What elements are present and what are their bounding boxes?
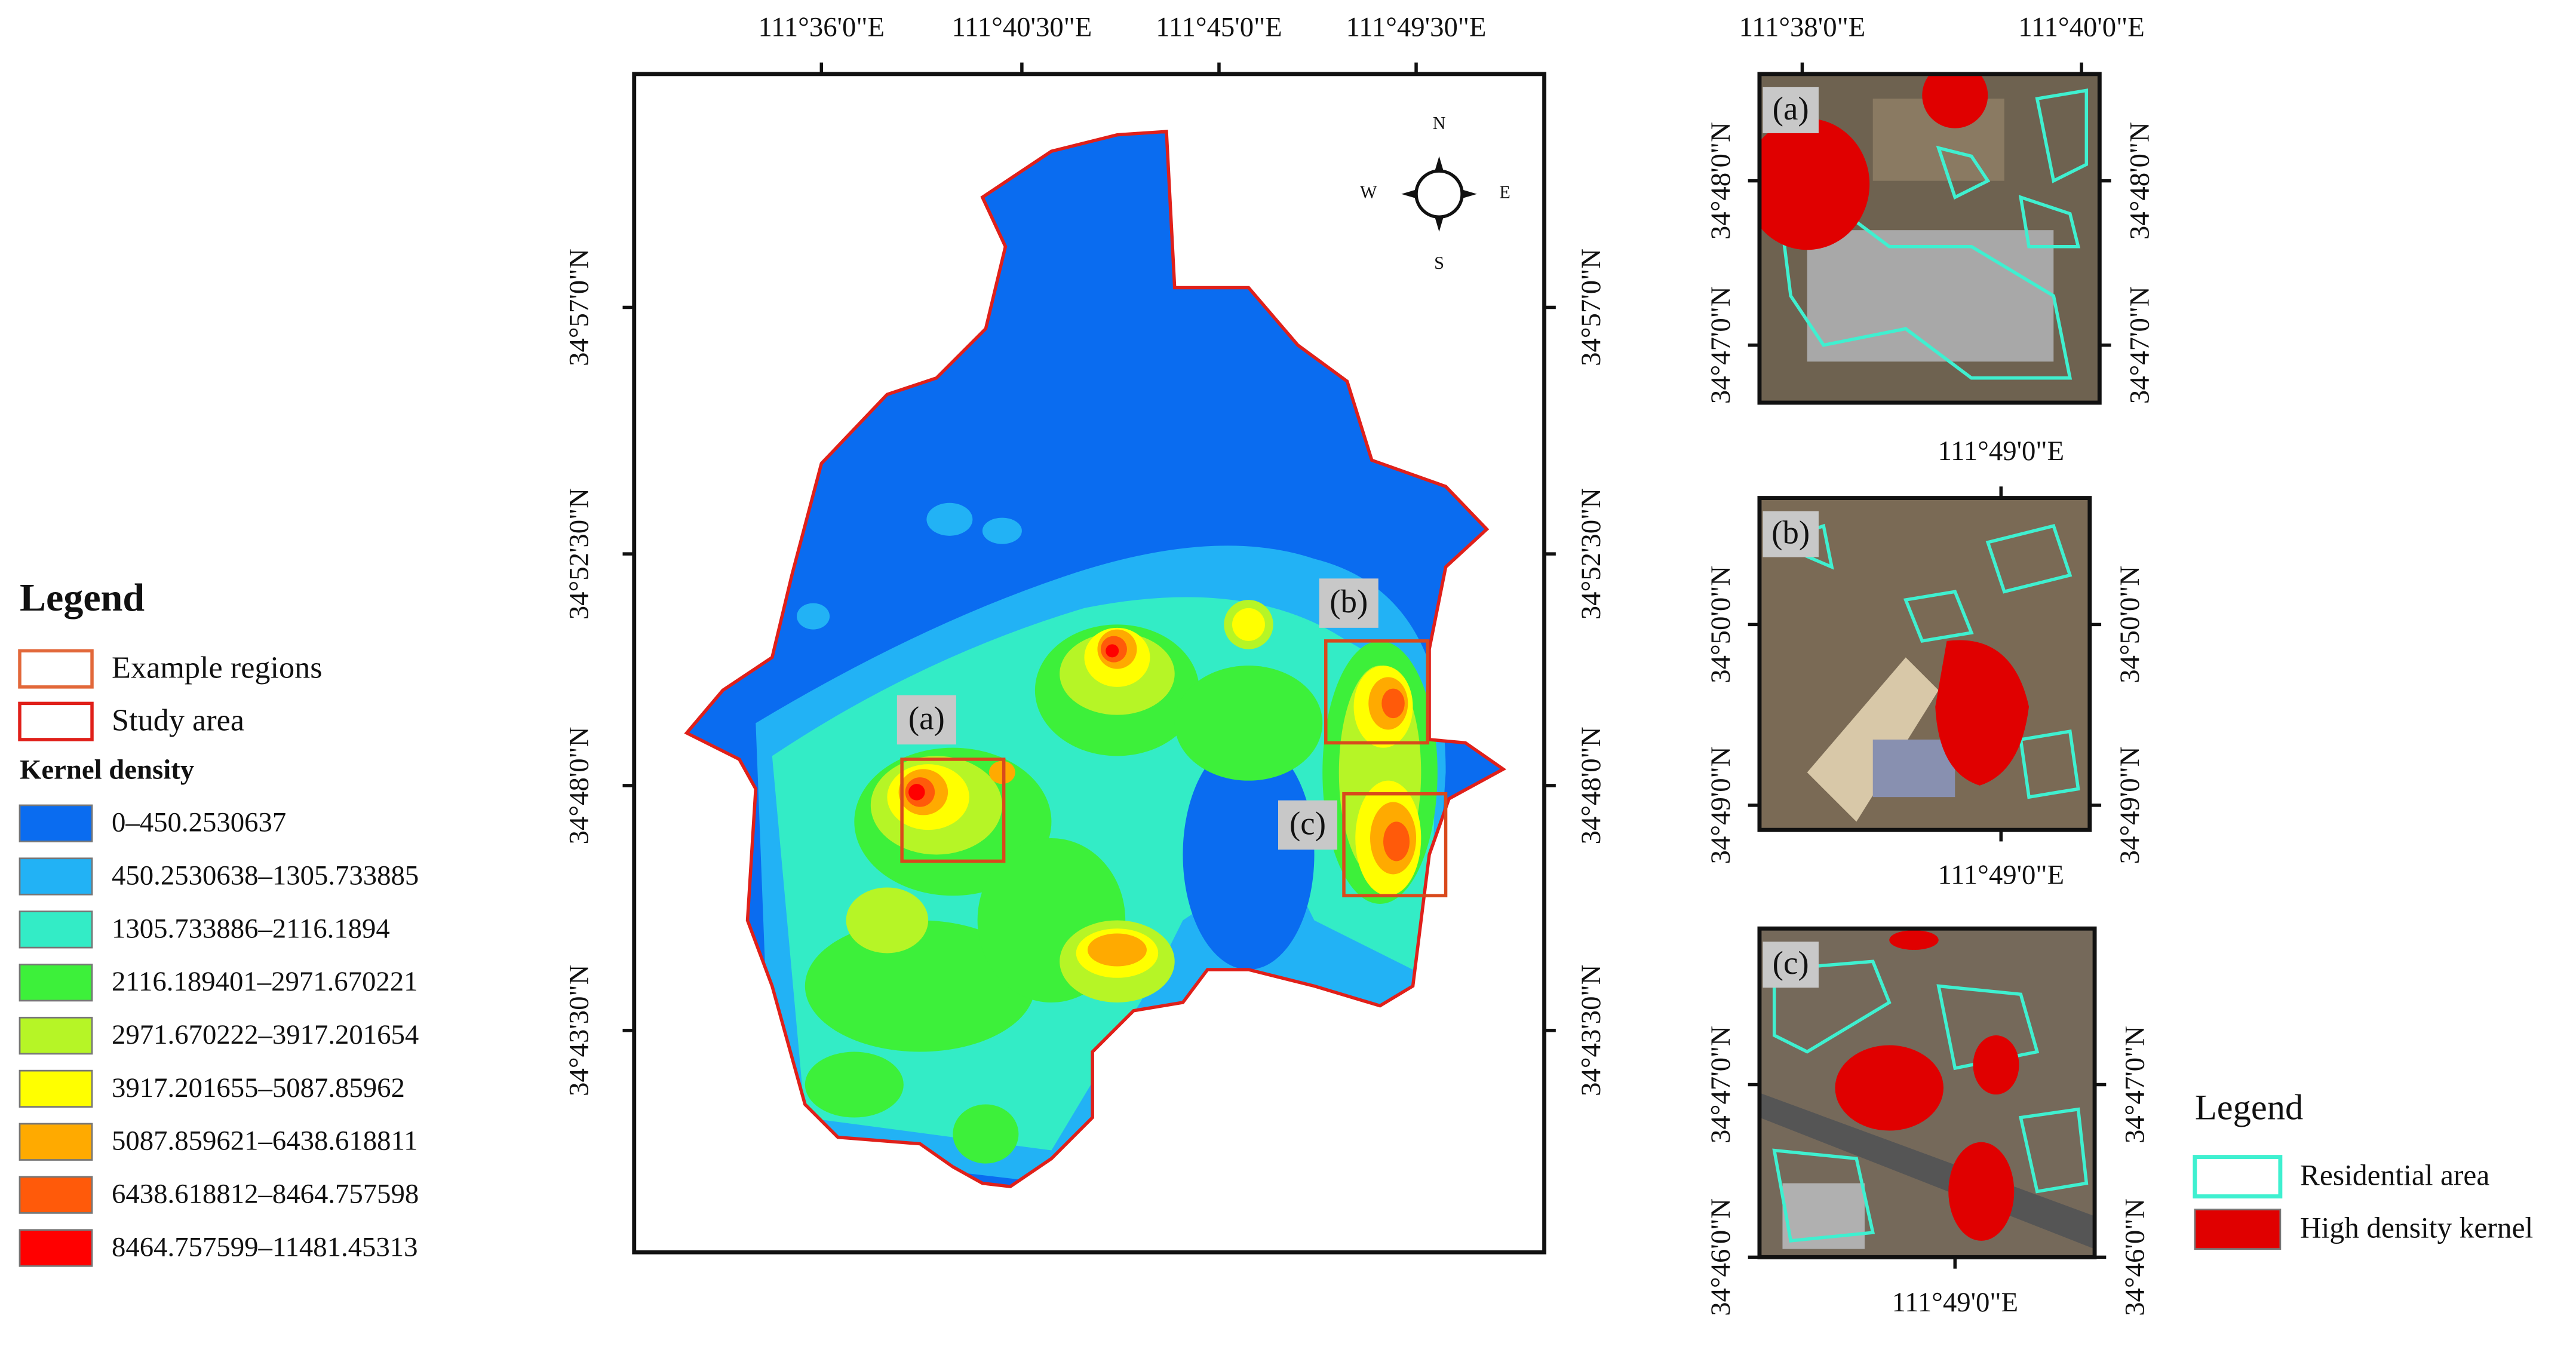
compass-label: N bbox=[1433, 113, 1446, 133]
legend-swatch bbox=[19, 1069, 93, 1108]
y-label: 34°57'0"N bbox=[1576, 249, 1607, 366]
y-label: 34°52'30"N bbox=[563, 488, 594, 620]
legend-swatch bbox=[19, 857, 93, 896]
legend-swatch bbox=[19, 1123, 93, 1161]
legend-swatch bbox=[2194, 1209, 2282, 1250]
legend-swatch bbox=[19, 910, 93, 949]
y-label: 34°57'0"N bbox=[563, 249, 594, 366]
y-label: 34°43'30"N bbox=[1576, 965, 1607, 1096]
legend-swatch bbox=[18, 701, 94, 741]
x-label: 111°49'0"E bbox=[1938, 860, 2065, 891]
legend-title: Legend bbox=[2195, 1087, 2303, 1127]
legend: Legend Example regions Study area Kernel… bbox=[18, 576, 419, 1267]
legend-swatch bbox=[19, 1176, 93, 1214]
region-label: (c) bbox=[1289, 805, 1326, 841]
legend-label: 2971.670222–3917.201654 bbox=[112, 1019, 419, 1050]
compass-label: W bbox=[1360, 182, 1377, 203]
y-label: 34°47'0"N bbox=[1705, 1026, 1736, 1143]
graticule-labels: 111°36'0"E 111°40'30"E 111°45'0"E 111°49'30… bbox=[563, 11, 1606, 1096]
inset-label: (c) bbox=[1773, 945, 1809, 981]
x-label: 111°40'30"E bbox=[951, 11, 1092, 42]
y-label: 34°48'0"N bbox=[1705, 122, 1736, 240]
inset-legend: Legend Residential area High density kern… bbox=[2193, 1087, 2533, 1250]
map-frame bbox=[632, 72, 1547, 1255]
legend-swatch bbox=[2193, 1155, 2283, 1199]
inset-a: (a) bbox=[1757, 72, 2102, 405]
y-label: 34°48'0"N bbox=[1576, 726, 1607, 844]
legend-label: 5087.859621–6438.618811 bbox=[112, 1126, 418, 1157]
y-label: 34°46'0"N bbox=[2119, 1198, 2150, 1316]
legend-swatch bbox=[19, 804, 93, 842]
inset-c: (c) bbox=[1757, 926, 2097, 1259]
y-label: 34°49'0"N bbox=[2114, 747, 2145, 864]
y-label: 34°47'0"N bbox=[1705, 286, 1736, 404]
y-label: 34°47'0"N bbox=[2119, 1026, 2150, 1143]
compass-label: E bbox=[1499, 182, 1510, 203]
legend-label: 2116.189401–2971.670221 bbox=[112, 966, 418, 997]
legend-label: 8464.757599–11481.45313 bbox=[112, 1231, 418, 1262]
study-area-outline bbox=[684, 130, 1507, 1188]
inset-graticule-labels: 111°38'0"E 111°40'0"E 34°48'0"N 34°47'0"N 34… bbox=[1705, 11, 2155, 1317]
region-labels: (a) (b) (c) bbox=[896, 578, 1378, 850]
region-label: (a) bbox=[908, 700, 945, 736]
y-label: 34°43'30"N bbox=[563, 965, 594, 1096]
x-label: 111°49'0"E bbox=[1892, 1287, 2018, 1318]
density-surface bbox=[686, 131, 1503, 1187]
inset-b: (b) bbox=[1757, 496, 2092, 832]
x-label: 111°49'0"E bbox=[1938, 436, 2065, 467]
main-map: (a) (b) (c) N E S W 111°36'0"E 111°40'30"… bbox=[563, 11, 1607, 1255]
legend-label: High density kernel bbox=[2300, 1212, 2533, 1244]
legend-swatch bbox=[19, 964, 93, 1002]
y-label: 34°49'0"N bbox=[1705, 747, 1736, 864]
legend-swatch bbox=[18, 649, 94, 689]
x-label: 111°38'0"E bbox=[1739, 11, 1866, 42]
x-label: 111°49'30"E bbox=[1346, 11, 1487, 42]
example-region-boxes bbox=[900, 639, 1448, 897]
inset-label: (a) bbox=[1773, 90, 1809, 127]
y-label: 34°47'0"N bbox=[2124, 286, 2156, 404]
inset-label: (b) bbox=[1771, 514, 1810, 550]
y-label: 34°50'0"N bbox=[2114, 566, 2145, 683]
legend-title: Legend bbox=[20, 576, 145, 620]
x-label: 111°36'0"E bbox=[759, 11, 885, 42]
compass: N E S W bbox=[1360, 113, 1510, 273]
x-label: 111°40'0"E bbox=[2018, 11, 2145, 42]
y-label: 34°50'0"N bbox=[1705, 566, 1736, 683]
legend-label: 6438.618812–8464.757598 bbox=[112, 1179, 419, 1210]
legend-label: 450.2530638–1305.733885 bbox=[112, 860, 419, 891]
compass-label: S bbox=[1434, 253, 1444, 273]
legend-subtitle: Kernel density bbox=[20, 755, 194, 786]
y-label: 34°48'0"N bbox=[2124, 122, 2156, 240]
legend-label: Residential area bbox=[2300, 1159, 2490, 1192]
legend-swatch bbox=[19, 1016, 93, 1055]
legend-label: 3917.201655–5087.85962 bbox=[112, 1072, 405, 1103]
y-label: 34°48'0"N bbox=[563, 726, 594, 844]
region-label: (b) bbox=[1330, 583, 1368, 620]
legend-label: Example regions bbox=[112, 650, 323, 685]
y-label: 34°46'0"N bbox=[1705, 1198, 1736, 1316]
legend-label: 0–450.2530637 bbox=[112, 807, 286, 838]
legend-swatch bbox=[19, 1229, 93, 1267]
legend-label: Study area bbox=[112, 703, 244, 737]
y-label: 34°52'30"N bbox=[1576, 488, 1607, 620]
legend-label: 1305.733886–2116.1894 bbox=[112, 913, 390, 944]
x-label: 111°45'0"E bbox=[1156, 11, 1282, 42]
